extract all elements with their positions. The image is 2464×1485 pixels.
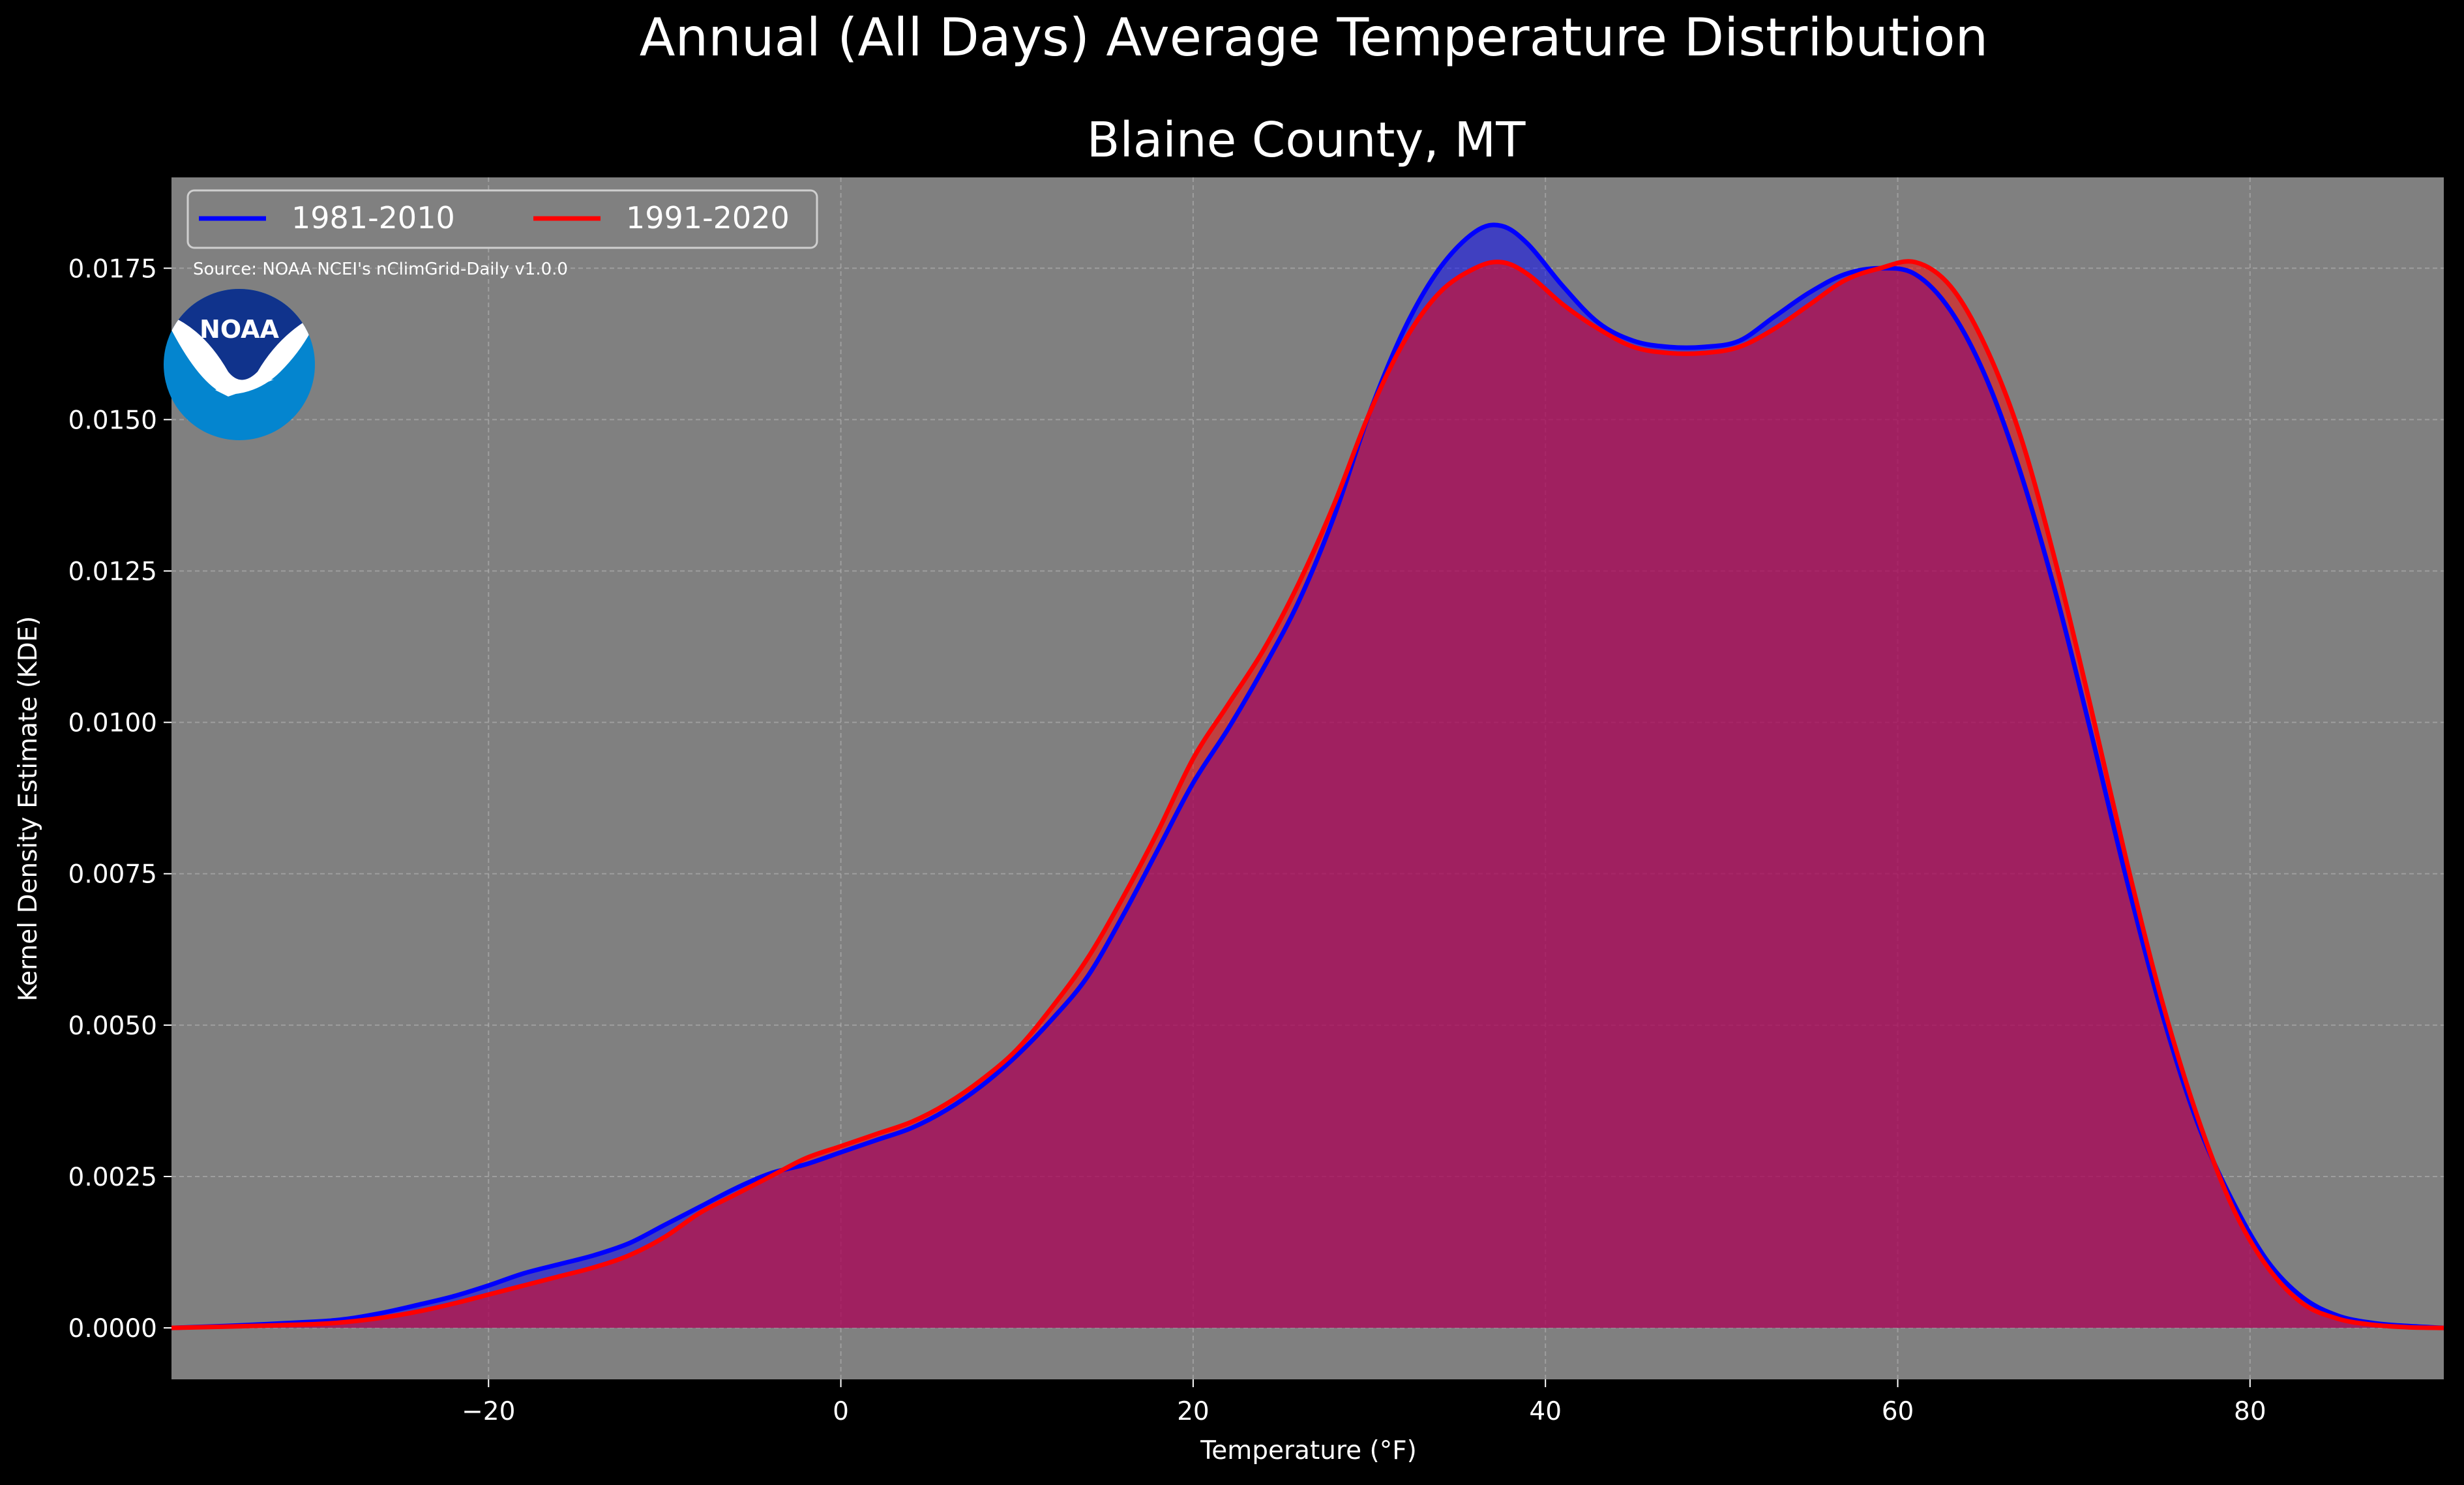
axes: −20 0 20 40 60 80 0.0000 0.0025 0.0050 0.0075 0.01… [68, 254, 2266, 1426]
noaa-logo: NOAA [164, 289, 315, 440]
x-tick-label: 40 [1529, 1397, 1562, 1426]
y-tick-label: 0.0125 [68, 558, 157, 587]
legend-box [186, 189, 818, 249]
legend: 1981-2010 1991-2020 [186, 189, 818, 249]
y-axis-label: Kernel Density Estimate (KDE) [14, 616, 43, 1002]
line-1981-2010 [171, 222, 2444, 1330]
chart-title: Blaine County, MT [1087, 112, 1526, 168]
legend-label-1981-2010: 1981-2010 [291, 200, 455, 235]
x-tick-label: 20 [1177, 1397, 1210, 1426]
x-tick-label: 80 [2234, 1397, 2266, 1426]
y-tick-label: 0.0100 [68, 709, 157, 738]
x-axis-label: Temperature (°F) [1200, 1436, 1417, 1465]
x-tick-label: −20 [462, 1397, 515, 1426]
source-note: Source: NOAA NCEI's nClimGrid-Daily v1.0… [193, 260, 568, 279]
series-layer [171, 222, 2444, 1330]
figure-suptitle: Annual (All Days) Average Temperature Di… [640, 7, 1988, 68]
legend-label-1991-2020: 1991-2020 [626, 200, 790, 235]
line-1991-2020 [171, 259, 2444, 1330]
x-tick-label: 60 [1882, 1397, 1914, 1426]
noaa-logo-text: NOAA [200, 315, 279, 344]
y-tick-label: 0.0050 [68, 1012, 157, 1041]
x-tick-label: 0 [833, 1397, 849, 1426]
y-tick-label: 0.0075 [68, 860, 157, 890]
y-tick-label: 0.0175 [68, 254, 157, 284]
y-tick-label: 0.0150 [68, 406, 157, 435]
y-tick-label: 0.0025 [68, 1163, 157, 1192]
y-tick-label: 0.0000 [68, 1314, 157, 1343]
area-1991-2020 [171, 261, 2444, 1328]
